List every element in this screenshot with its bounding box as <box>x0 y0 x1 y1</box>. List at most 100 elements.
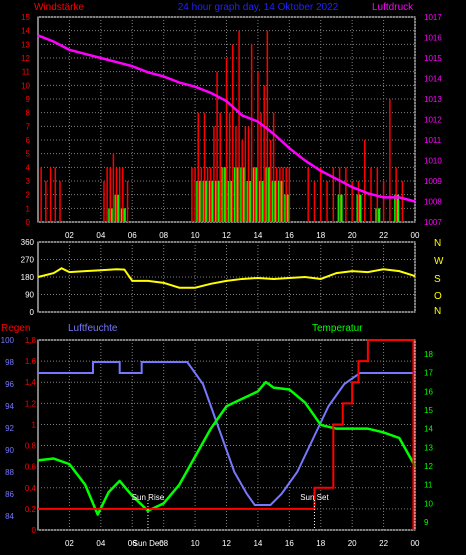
x-tick-label: 00 <box>411 231 420 240</box>
pressure-line <box>37 34 416 203</box>
temperature-tick-label: 10 <box>424 499 433 508</box>
x-tick-label: 02 <box>65 231 74 240</box>
compass-label: O <box>434 291 442 302</box>
x-tick-label: 06 <box>128 231 137 240</box>
rain-tick-label: 1.8 <box>25 336 37 345</box>
compass-label: N <box>434 306 441 317</box>
x-tick-label: 20 <box>348 539 357 548</box>
temperature-tick-label: 11 <box>424 481 433 490</box>
wind-tick-label: 5 <box>26 150 31 159</box>
x-tick-label: 22 <box>379 539 388 548</box>
humidity-tick-label: 98 <box>5 358 14 367</box>
compass-label: W <box>434 256 444 267</box>
pressure-axis-label: Luftdruck <box>372 2 414 13</box>
temperature-tick-label: 13 <box>424 443 433 452</box>
rain-humidity-temp-panel: 02 04 06 08 10 12 14 16 18 20 22 0000.20.40.60.811.… <box>1 323 434 548</box>
sun-dec-label: Sun Dec <box>133 539 164 548</box>
x-tick-label: 18 <box>316 539 325 548</box>
compass-label: S <box>434 274 441 285</box>
x-tick-label: 06 <box>128 539 137 548</box>
humidity-tick-label: 88 <box>5 468 14 477</box>
rain-tick-label: 1 <box>32 420 37 429</box>
wind-tick-label: 0 <box>26 218 31 227</box>
wind-tick-label: 8 <box>26 109 31 118</box>
rain-tick-label: 0.8 <box>25 442 37 451</box>
x-tick-label: 00 <box>411 539 420 548</box>
x-tick-label: 16 <box>285 539 294 548</box>
x-tick-label: 20 <box>348 231 357 240</box>
x-tick-label: 10 <box>191 539 200 548</box>
direction-tick-label: 360 <box>21 238 35 247</box>
humidity-tick-label: 86 <box>5 490 14 499</box>
wind-tick-label: 14 <box>21 27 30 36</box>
temperature-tick-label: 15 <box>424 406 433 415</box>
wind-pressure-panel: 02 04 06 08 10 12 14 16 18 20 22 000123456789101112… <box>21 2 442 240</box>
temperature-tick-label: 12 <box>424 462 433 471</box>
humidity-line <box>38 361 415 506</box>
x-tick-label: 14 <box>253 231 262 240</box>
wind-tick-label: 7 <box>26 122 31 131</box>
humidity-tick-label: 92 <box>5 424 14 433</box>
direction-tick-label: 180 <box>21 273 35 282</box>
rain-line <box>38 339 415 530</box>
direction-line <box>37 267 416 289</box>
temperature-tick-label: 18 <box>424 350 433 359</box>
rain-tick-label: 1.4 <box>25 378 37 387</box>
temperature-axis-label: Temperatur <box>312 323 363 334</box>
wind-tick-label: 10 <box>21 81 30 90</box>
x-tick-label: 08 <box>159 539 168 548</box>
wind-pressure-ticks: 02 04 06 08 10 12 14 16 18 20 22 000123456789101112… <box>21 13 442 240</box>
direction-tick-label: 90 <box>25 291 34 300</box>
temperature-tick-label: 14 <box>424 425 433 434</box>
rain-humidity-temp-plot-area <box>37 339 416 531</box>
sun-set-label: Sun Set <box>300 493 329 502</box>
pressure-tick-label: 1012 <box>424 116 442 125</box>
pressure-tick-label: 1007 <box>424 218 442 227</box>
wind-tick-label: 13 <box>21 40 30 49</box>
pressure-line-group <box>37 34 416 203</box>
direction-tick-label: 270 <box>21 256 35 265</box>
x-tick-label: 02 <box>65 539 74 548</box>
x-tick-label: 14 <box>253 539 262 548</box>
temperature-line <box>37 380 417 516</box>
wind-tick-label: 1 <box>26 204 31 213</box>
x-tick-label: 22 <box>379 231 388 240</box>
pressure-tick-label: 1014 <box>424 75 442 84</box>
x-tick-label: 12 <box>222 231 231 240</box>
x-tick-label: 10 <box>191 231 200 240</box>
rain-axis-label: Regen <box>1 323 30 334</box>
humidity-tick-label: 90 <box>5 446 14 455</box>
direction-tick-label: 0 <box>30 308 35 317</box>
sun-rise-label: Sun Rise <box>132 493 165 502</box>
wind-bars <box>40 30 404 222</box>
humidity-tick-label: 100 <box>1 336 15 345</box>
wind-axis-label: Windstärke <box>34 2 84 13</box>
humidity-tick-label: 84 <box>5 512 14 521</box>
x-tick-label: 04 <box>96 231 105 240</box>
pressure-tick-label: 1016 <box>424 34 442 43</box>
rain-tick-label: 1.6 <box>25 357 37 366</box>
wind-tick-label: 11 <box>22 68 31 77</box>
rain-humidity-temp-ticks: 02 04 06 08 10 12 14 16 18 20 22 0000.20.40.60.811.… <box>1 336 434 548</box>
rain-tick-label: 0 <box>32 526 37 535</box>
compass-label: N <box>434 238 441 249</box>
wind-tick-label: 15 <box>21 13 30 22</box>
wind-tick-label: 2 <box>26 191 31 200</box>
rain-humidity-temp-lines <box>37 339 417 530</box>
temperature-tick-label: 9 <box>424 518 429 527</box>
wind-tick-label: 4 <box>26 163 31 172</box>
pressure-tick-label: 1013 <box>424 95 442 104</box>
x-tick-label: 04 <box>96 539 105 548</box>
wind-tick-label: 12 <box>21 54 30 63</box>
pressure-tick-label: 1015 <box>424 54 442 63</box>
x-tick-label: 16 <box>285 231 294 240</box>
wind-tick-label: 6 <box>26 136 31 145</box>
temperature-tick-label: 17 <box>424 369 433 378</box>
x-tick-label: 08 <box>159 231 168 240</box>
wind-tick-label: 9 <box>26 95 31 104</box>
pressure-tick-label: 1011 <box>424 136 442 145</box>
pressure-tick-label: 1010 <box>424 157 442 166</box>
direction-line-group <box>37 267 416 289</box>
